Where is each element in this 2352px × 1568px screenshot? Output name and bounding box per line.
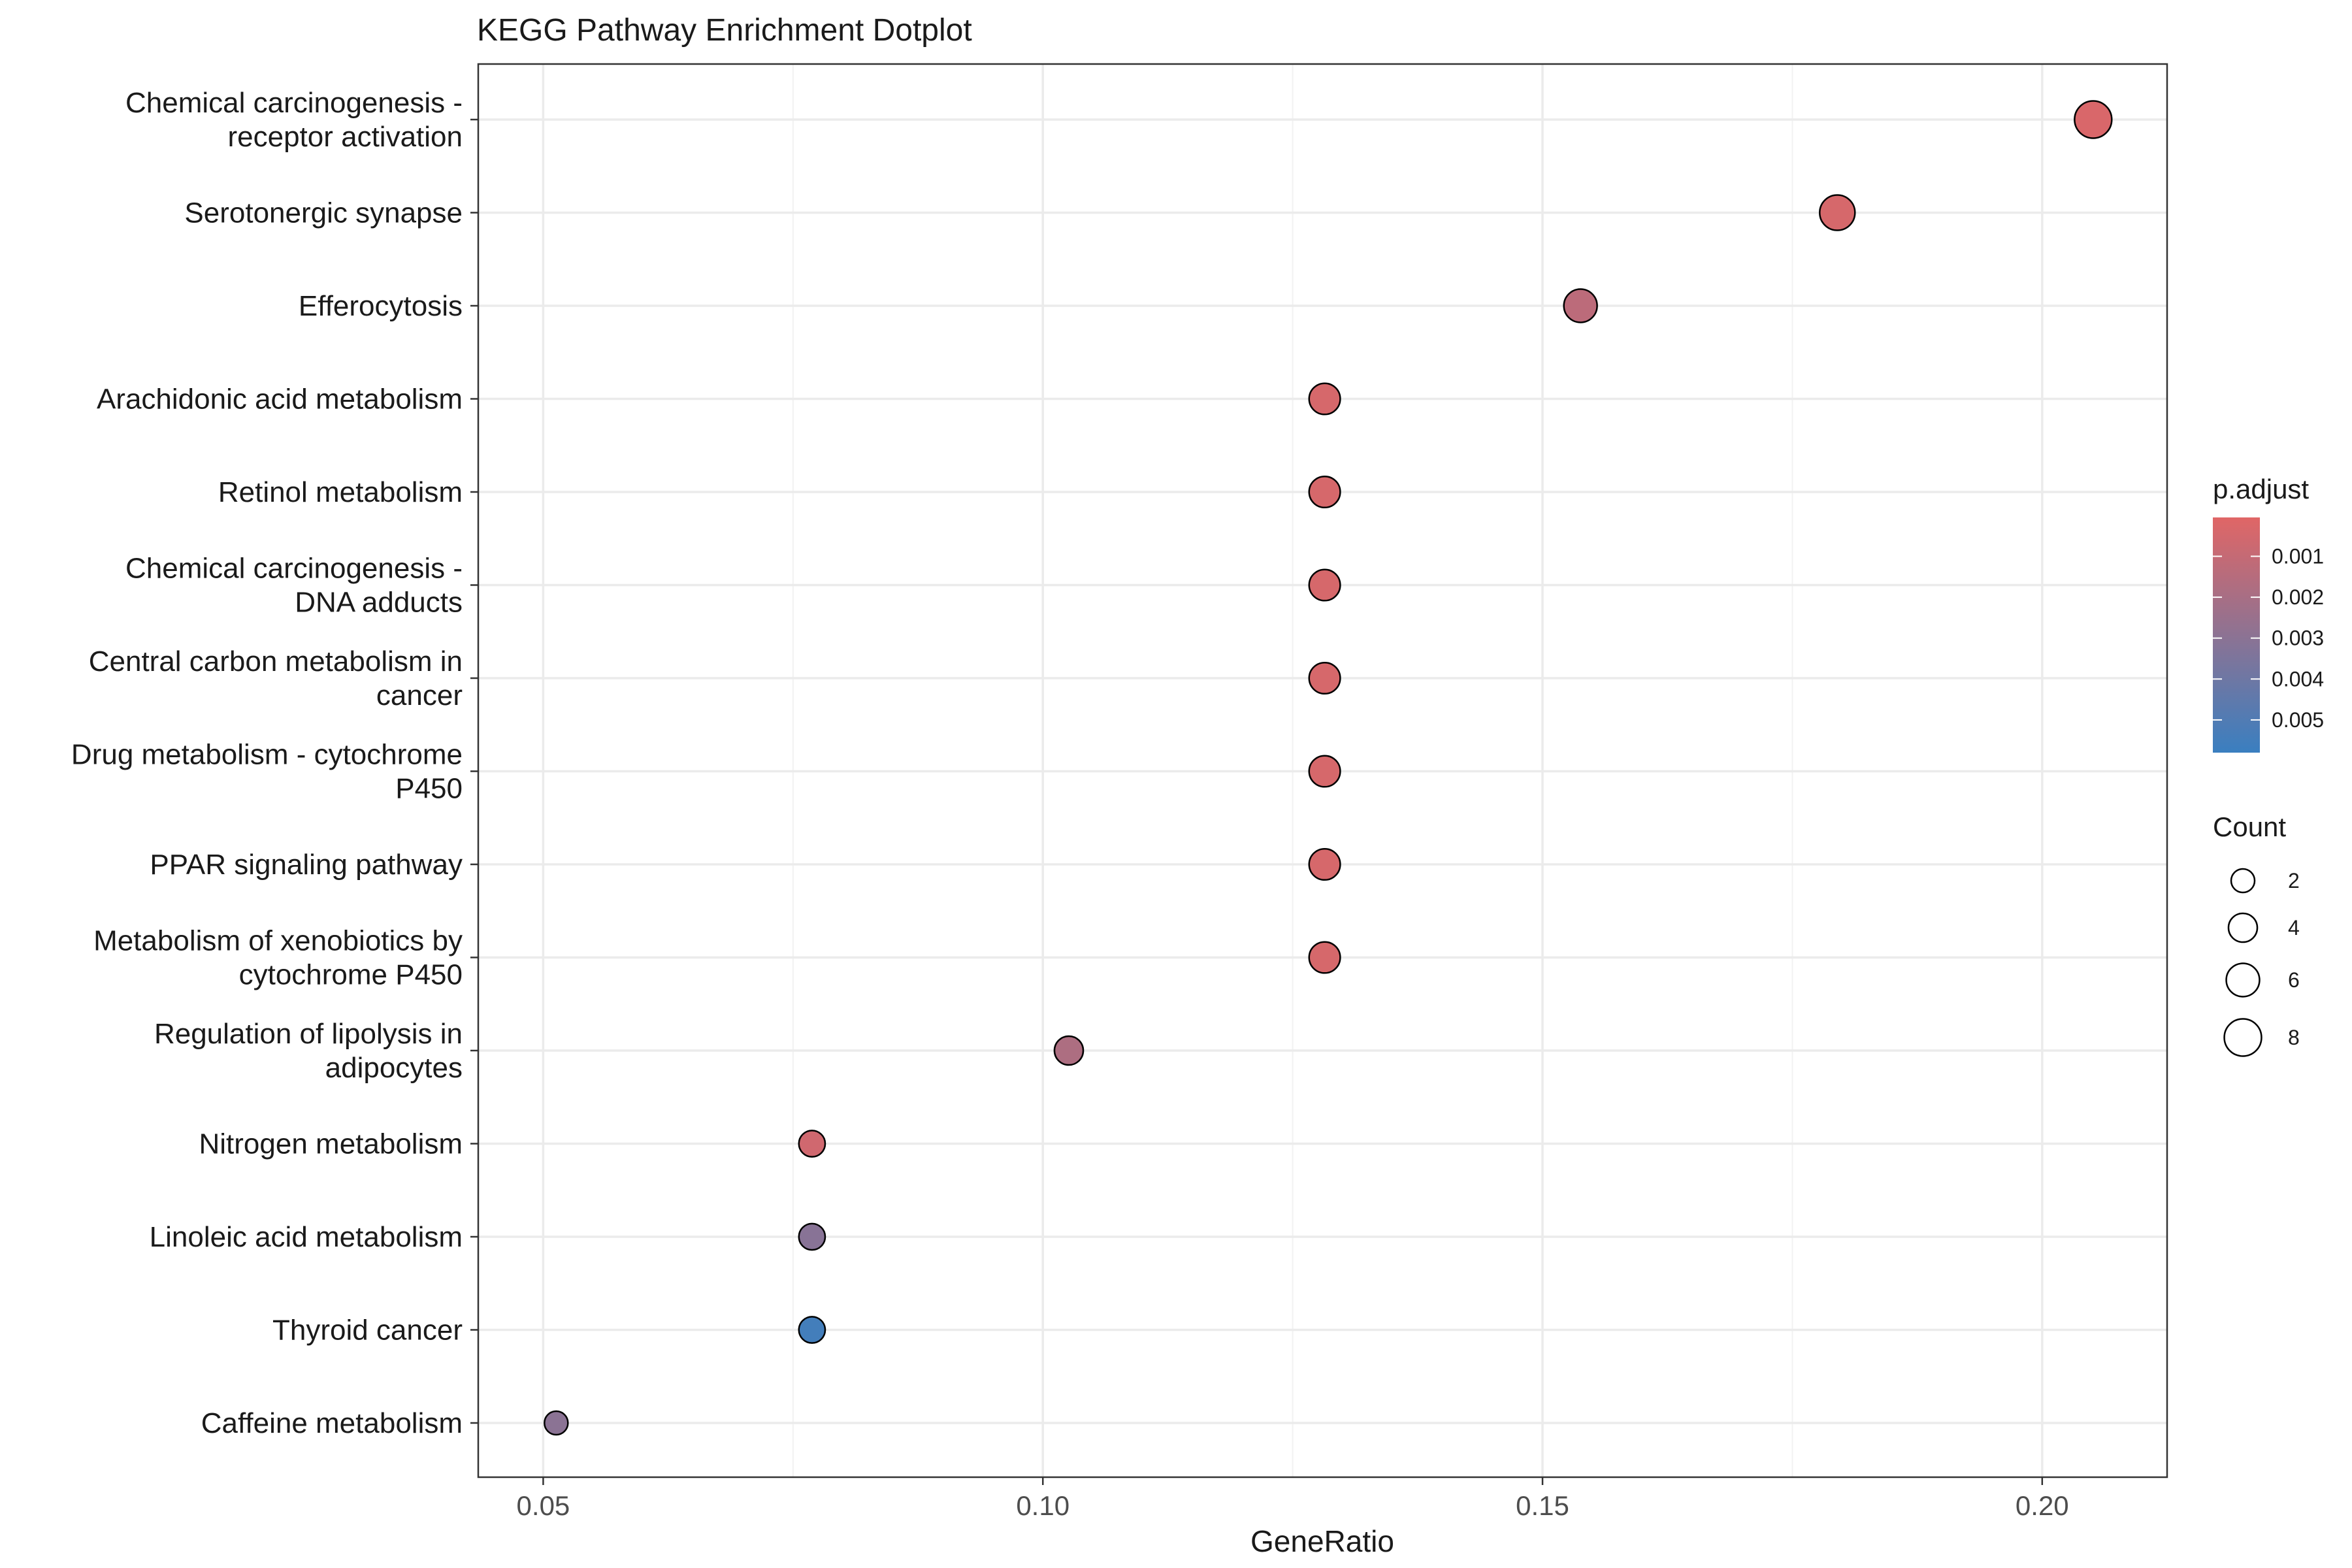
data-point [1308, 475, 1341, 509]
x-axis: 0.05 0.10 0.15 0.20 [517, 1477, 2069, 1521]
y-tick-label: Chemical carcinogenesis - [125, 553, 463, 585]
data-point [1308, 568, 1341, 602]
y-tick-label: Metabolism of xenobiotics by [93, 925, 463, 957]
y-tick-label: P450 [395, 773, 463, 805]
size-legend-label: 4 [2288, 916, 2300, 939]
data-point [1308, 382, 1341, 416]
data-points [544, 100, 2113, 1436]
color-legend: p.adjust 0.001 0.002 0.003 0.004 0.005 [2213, 474, 2324, 753]
data-point [1308, 847, 1341, 881]
x-tick-label: 0.10 [1016, 1490, 1070, 1521]
y-tick-label: Chemical carcinogenesis - [125, 87, 463, 119]
y-tick-label: Linoleic acid metabolism [150, 1221, 463, 1253]
data-point [798, 1316, 826, 1344]
size-legend-label: 8 [2288, 1026, 2300, 1049]
x-tick-label: 0.20 [2016, 1490, 2069, 1521]
color-bar-ticks: 0.001 0.002 0.003 0.004 0.005 [2213, 544, 2324, 732]
y-tick-label: Central carbon metabolism in [89, 645, 463, 678]
color-bar [2213, 517, 2260, 753]
color-bar-tick-label: 0.003 [2272, 627, 2324, 650]
data-point [1308, 755, 1341, 788]
color-bar-tick-label: 0.005 [2272, 708, 2324, 732]
data-point [798, 1130, 826, 1158]
data-point [1818, 194, 1856, 231]
y-tick-label: receptor activation [227, 121, 463, 153]
y-tick-label: Nitrogen metabolism [199, 1128, 463, 1160]
data-point [1308, 941, 1341, 974]
color-bar-tick-label: 0.001 [2272, 544, 2324, 568]
y-tick-label: Thyroid cancer [272, 1315, 463, 1347]
color-bar-tick-label: 0.004 [2272, 667, 2324, 691]
y-tick-label: Arachidonic acid metabolism [97, 384, 463, 416]
data-point [2074, 100, 2113, 139]
size-legend: Count 2 4 6 8 [2213, 811, 2300, 1057]
y-tick-label: Efferocytosis [299, 290, 463, 322]
size-legend-circle [2230, 868, 2256, 894]
y-tick-label: Serotonergic synapse [184, 197, 463, 229]
y-tick-label: cytochrome P450 [239, 959, 463, 991]
chart-title: KEGG Pathway Enrichment Dotplot [477, 13, 972, 48]
y-axis: Chemical carcinogenesis -receptor activa… [71, 87, 478, 1439]
y-tick-label: PPAR signaling pathway [150, 849, 463, 881]
size-legend-title: Count [2213, 811, 2286, 842]
color-legend-title: p.adjust [2213, 474, 2309, 504]
data-point [544, 1410, 569, 1436]
size-legend-label: 6 [2288, 968, 2300, 992]
data-point [1563, 288, 1598, 323]
y-tick-label: Retinol metabolism [218, 476, 463, 508]
y-tick-label: adipocytes [325, 1052, 463, 1084]
size-legend-circle [2227, 912, 2259, 943]
y-tick-label: Regulation of lipolysis in [154, 1018, 463, 1050]
y-tick-label: DNA adducts [295, 587, 463, 619]
size-legend-label: 2 [2288, 869, 2300, 892]
data-point [1308, 661, 1341, 695]
y-tick-label: cancer [376, 679, 463, 711]
size-legend-circle [2223, 1018, 2262, 1057]
y-tick-label: Caffeine metabolism [201, 1407, 463, 1439]
x-axis-label: GeneRatio [1250, 1524, 1394, 1558]
x-tick-label: 0.15 [1516, 1490, 1569, 1521]
size-legend-items: 2 4 6 8 [2223, 868, 2300, 1057]
x-tick-label: 0.05 [517, 1490, 570, 1521]
color-bar-tick-label: 0.002 [2272, 585, 2324, 609]
y-tick-label: Drug metabolism - cytochrome [71, 739, 463, 771]
data-point [798, 1222, 826, 1251]
size-legend-circle [2225, 962, 2261, 998]
data-point [1053, 1035, 1085, 1066]
